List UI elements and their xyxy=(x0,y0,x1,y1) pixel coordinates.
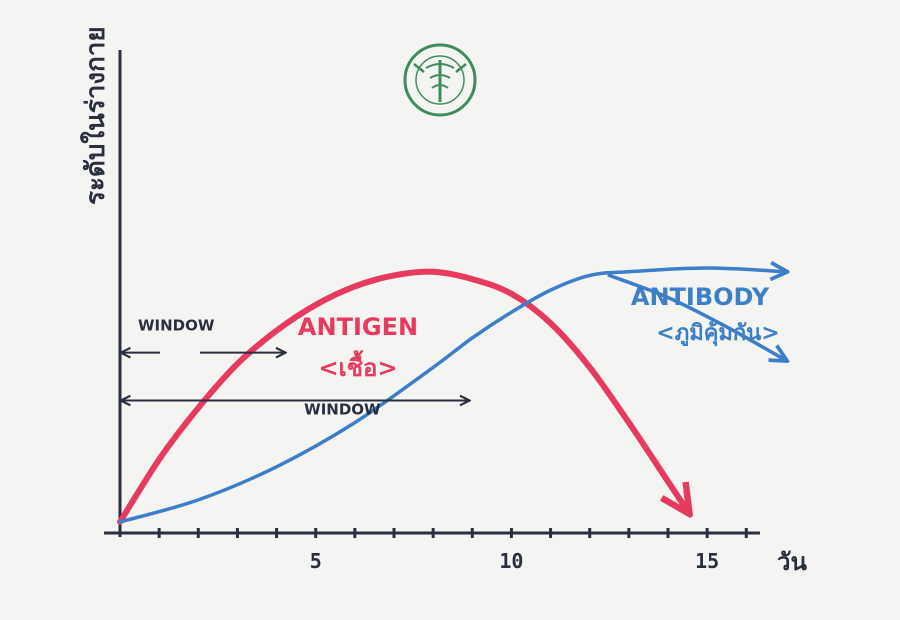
window-label: WINDOW xyxy=(304,401,381,419)
antibody-label: ANTIBODY xyxy=(631,283,770,311)
antibody-sublabel: <ภูมิคุ้มกัน> xyxy=(656,321,779,347)
ministry-of-public-health-logo xyxy=(403,43,477,117)
x-tick-label: 10 xyxy=(499,549,523,573)
annotation-layer: WINDOW WINDOW xyxy=(122,317,468,419)
antigen-curve xyxy=(117,268,688,525)
antibody-curve-1 xyxy=(118,268,785,524)
x-axis-label: วัน xyxy=(777,548,807,576)
window-label: WINDOW xyxy=(138,317,215,335)
x-tick-label: 5 xyxy=(310,549,322,573)
antigen-sublabel: <เชื้อ> xyxy=(318,349,397,382)
axes: 5 10 15 xyxy=(104,50,760,573)
x-tick-label: 15 xyxy=(695,549,719,573)
antigen-label: ANTIGEN xyxy=(298,313,418,341)
y-axis-label: ระดับในร่างกาย xyxy=(80,26,111,205)
series-layer xyxy=(117,268,785,525)
antibody-curve-2 xyxy=(607,273,785,360)
